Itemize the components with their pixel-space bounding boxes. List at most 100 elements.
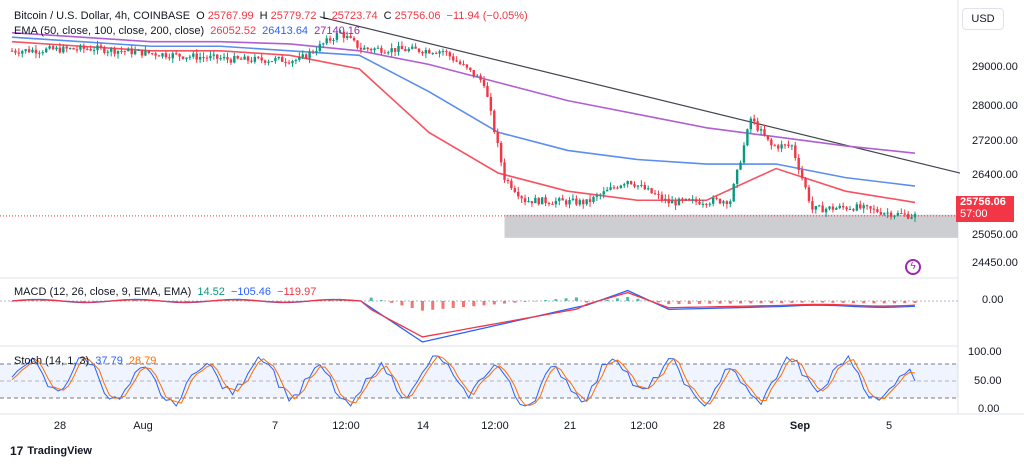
stoch-legend[interactable]: Stoch (14, 1, 3) 37.79 28.79 (14, 354, 159, 368)
candle-body (229, 59, 233, 63)
price-tick: 24450.00 (972, 257, 1018, 269)
candle-body (841, 205, 845, 208)
macd-histogram-bar (379, 300, 383, 301)
candle-body (92, 50, 96, 52)
candle-body (89, 49, 92, 51)
candle-body (698, 201, 701, 205)
candle-body (431, 53, 434, 55)
candle-body (759, 129, 763, 131)
candle-body (688, 198, 691, 200)
candle-body (725, 201, 729, 204)
candle-body (246, 56, 250, 61)
candle-body (393, 48, 397, 52)
macd-histogram-bar (246, 300, 250, 302)
price-tick: 28000.00 (972, 100, 1018, 112)
candle-body (27, 49, 31, 53)
price-tick: 29000.00 (972, 61, 1018, 73)
macd-histogram-bar (800, 301, 804, 303)
candle-body (886, 212, 889, 214)
macd-histogram-bar (759, 301, 763, 304)
candle-body (718, 198, 722, 204)
macd-histogram-bar (708, 301, 712, 304)
macd-histogram-bar (739, 301, 743, 304)
candle-body (711, 197, 715, 204)
candle-body (800, 169, 804, 179)
candle-body (151, 53, 154, 55)
candle-body (304, 54, 308, 59)
candle-body (68, 48, 72, 50)
candle-body (397, 45, 400, 52)
candle-body (657, 193, 660, 195)
candle-body (780, 144, 783, 149)
candle-body (729, 201, 732, 204)
flash-icon[interactable]: ϟ (905, 259, 921, 275)
candle-body (21, 51, 24, 54)
candle-body (859, 204, 862, 209)
candle-body (479, 75, 482, 80)
candle-body (363, 47, 366, 50)
candle-body (722, 201, 725, 204)
candle-body (623, 184, 626, 186)
candle-body (181, 56, 185, 59)
candle-body (31, 49, 34, 53)
ema-line-100 (11, 36, 916, 187)
candle-body (571, 198, 575, 201)
candle-body (356, 40, 359, 48)
candle-body (831, 206, 835, 210)
candle-body (787, 144, 790, 146)
candle-body (913, 214, 917, 218)
candle-body (684, 198, 688, 200)
candle-body (876, 209, 879, 213)
macd-zero-tick: 0.00 (982, 294, 1004, 306)
support-zone (504, 214, 958, 238)
candle-body (281, 56, 284, 62)
tradingview-logo-icon: 17 (10, 444, 24, 458)
candle-body (848, 209, 852, 211)
macd-histogram-bar (769, 301, 773, 304)
macd-histogram-bar (687, 301, 691, 304)
macd-histogram-bar (533, 300, 537, 302)
candle-body (212, 54, 216, 56)
candle-body (72, 48, 75, 50)
candle-body (137, 49, 140, 51)
candle-body (352, 37, 356, 41)
candle-body (766, 135, 770, 140)
candle-body (263, 60, 267, 63)
candle-body (113, 48, 116, 54)
candle-body (893, 215, 896, 217)
candle-body (99, 45, 103, 48)
candle-body (605, 189, 609, 192)
candle-body (14, 50, 17, 53)
macd-histogram-bar (338, 300, 342, 301)
macd-histogram-bar (585, 301, 589, 303)
candle-body (202, 57, 205, 59)
macd-histogram-bar (441, 301, 445, 309)
low-value: 25723.74 (331, 10, 378, 22)
candle-body (287, 62, 291, 64)
stoch-tick: 100.00 (968, 346, 1002, 358)
candle-body (499, 142, 503, 163)
candle-body (359, 47, 363, 50)
candle-body (677, 198, 681, 206)
candle-body (770, 139, 773, 146)
currency-button[interactable]: USD (962, 8, 1004, 30)
candle-body (274, 58, 277, 62)
ema-legend[interactable]: EMA (50, close, 100, close, 200, close) … (14, 24, 363, 38)
symbol-title: Bitcoin / U.S. Dollar, 4h, COINBASE (14, 10, 191, 22)
candle-body (534, 197, 537, 204)
macd-legend[interactable]: MACD (12, 26, close, 9, EMA, EMA) 14.52 … (14, 285, 319, 299)
bar-countdown: 57:00 (960, 208, 988, 220)
tradingview-logo[interactable]: 17 TradingView (10, 444, 92, 458)
candle-body (335, 33, 339, 40)
candle-body (239, 58, 243, 60)
macd-histogram-bar (92, 301, 96, 302)
ema200-value: 27140.16 (314, 25, 361, 37)
stoch-k-value: 37.79 (95, 355, 123, 367)
candle-body (883, 213, 886, 215)
candle-body (486, 85, 489, 97)
candle-body (24, 49, 27, 52)
candle-body (161, 53, 164, 57)
candle-body (147, 50, 151, 54)
candle-body (455, 60, 458, 62)
